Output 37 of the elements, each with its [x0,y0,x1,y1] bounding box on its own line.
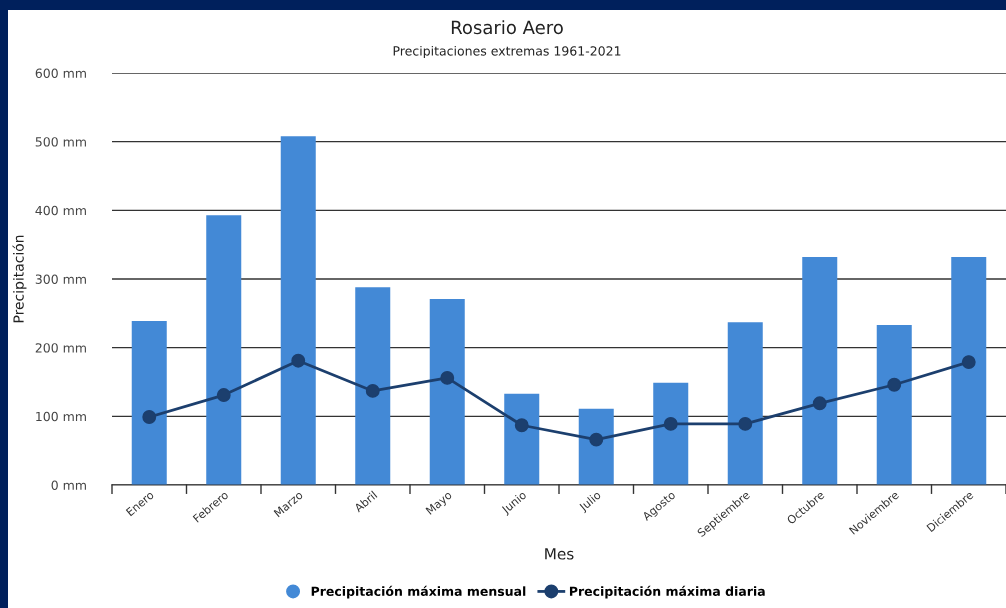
bar [429,298,465,485]
x-axis-title: Mes [545,548,574,560]
y-tick-label: 200 mm [35,343,86,353]
chart-subtitle: Precipitaciones extremas 1961-2021 [393,45,621,59]
point [440,370,455,385]
point [216,388,231,402]
point [291,353,306,368]
legend-label: Precipitación máxima mensual [311,585,526,599]
y-tick-label: 600 mm [35,68,86,78]
bar [206,215,242,485]
point [961,355,976,370]
bar [280,136,316,485]
legend-label: Precipitación máxima diaria [569,585,765,599]
point [663,416,678,431]
y-tick-label: 500 mm [35,137,86,147]
point [812,396,827,411]
bar [802,257,838,485]
y-tick-label: 300 mm [35,274,86,284]
bar [727,322,763,485]
bar [876,325,912,485]
point [589,432,604,447]
y-tick-label: 0 mm [51,480,86,490]
bar [355,287,391,485]
point [365,383,380,398]
bar [951,257,987,485]
y-axis-title: Precipitación [12,235,27,323]
point [514,418,529,433]
bar [653,382,689,485]
point [887,377,902,392]
bar [578,408,614,485]
bar [131,320,167,485]
point [738,416,753,431]
chart-title: Rosario Aero [451,20,563,35]
bar [504,393,540,485]
y-tick-label: 400 mm [35,205,86,216]
y-tick-label: 100 mm [36,411,86,422]
point [142,410,157,424]
